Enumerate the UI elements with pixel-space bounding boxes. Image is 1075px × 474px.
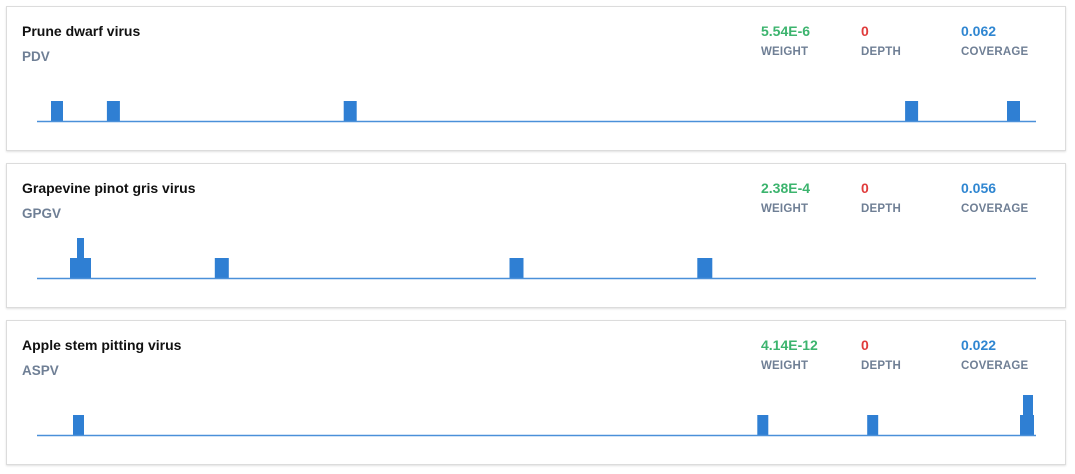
weight-metric: 5.54E-6 WEIGHT — [761, 23, 810, 58]
isolate-name: Apple stem pitting virus — [22, 337, 181, 353]
depth-value: 0 — [861, 180, 901, 196]
weight-value: 2.38E-4 — [761, 180, 810, 196]
weight-label: WEIGHT — [761, 203, 810, 215]
depth-metric: 0 DEPTH — [861, 180, 901, 215]
coverage-bar — [77, 238, 84, 278]
depth-metric: 0 DEPTH — [861, 337, 901, 372]
coverage-value: 0.056 — [961, 180, 1028, 196]
weight-value: 4.14E-12 — [761, 337, 818, 353]
coverage-bar — [1007, 101, 1020, 121]
weight-metric: 4.14E-12 WEIGHT — [761, 337, 818, 372]
coverage-label: COVERAGE — [961, 46, 1028, 58]
coverage-bar — [344, 101, 357, 121]
isolate-abbreviation: GPGV — [22, 206, 61, 221]
depth-metric: 0 DEPTH — [861, 23, 901, 58]
coverage-bar — [697, 258, 712, 278]
coverage-bar — [867, 415, 878, 435]
isolate-abbreviation: ASPV — [22, 363, 59, 378]
depth-label: DEPTH — [861, 360, 901, 372]
isolate-abbreviation: PDV — [22, 49, 50, 64]
weight-label: WEIGHT — [761, 360, 818, 372]
coverage-bar — [1023, 395, 1033, 435]
coverage-label: COVERAGE — [961, 360, 1028, 372]
depth-value: 0 — [861, 23, 901, 39]
coverage-chart — [37, 395, 1036, 445]
depth-label: DEPTH — [861, 46, 901, 58]
coverage-value: 0.062 — [961, 23, 1028, 39]
weight-metric: 2.38E-4 WEIGHT — [761, 180, 810, 215]
isolate-card-gpgv[interactable]: Grapevine pinot gris virus GPGV 2.38E-4 … — [6, 163, 1066, 308]
depth-label: DEPTH — [861, 203, 901, 215]
coverage-value: 0.022 — [961, 337, 1028, 353]
weight-label: WEIGHT — [761, 46, 810, 58]
coverage-chart — [37, 238, 1036, 288]
weight-value: 5.54E-6 — [761, 23, 810, 39]
isolate-name: Grapevine pinot gris virus — [22, 180, 196, 196]
coverage-bar — [215, 258, 229, 278]
coverage-bar — [51, 101, 63, 121]
coverage-metric: 0.056 COVERAGE — [961, 180, 1028, 215]
coverage-metric: 0.022 COVERAGE — [961, 337, 1028, 372]
coverage-bar — [905, 101, 918, 121]
coverage-bar — [510, 258, 524, 278]
isolate-card-aspv[interactable]: Apple stem pitting virus ASPV 4.14E-12 W… — [6, 320, 1066, 465]
coverage-chart — [37, 81, 1036, 131]
isolate-name: Prune dwarf virus — [22, 23, 140, 39]
coverage-bar — [107, 101, 120, 121]
depth-value: 0 — [861, 337, 901, 353]
coverage-metric: 0.062 COVERAGE — [961, 23, 1028, 58]
coverage-bar — [757, 415, 768, 435]
coverage-bar — [73, 415, 84, 435]
coverage-label: COVERAGE — [961, 203, 1028, 215]
isolate-card-pdv[interactable]: Prune dwarf virus PDV 5.54E-6 WEIGHT 0 D… — [6, 6, 1066, 151]
